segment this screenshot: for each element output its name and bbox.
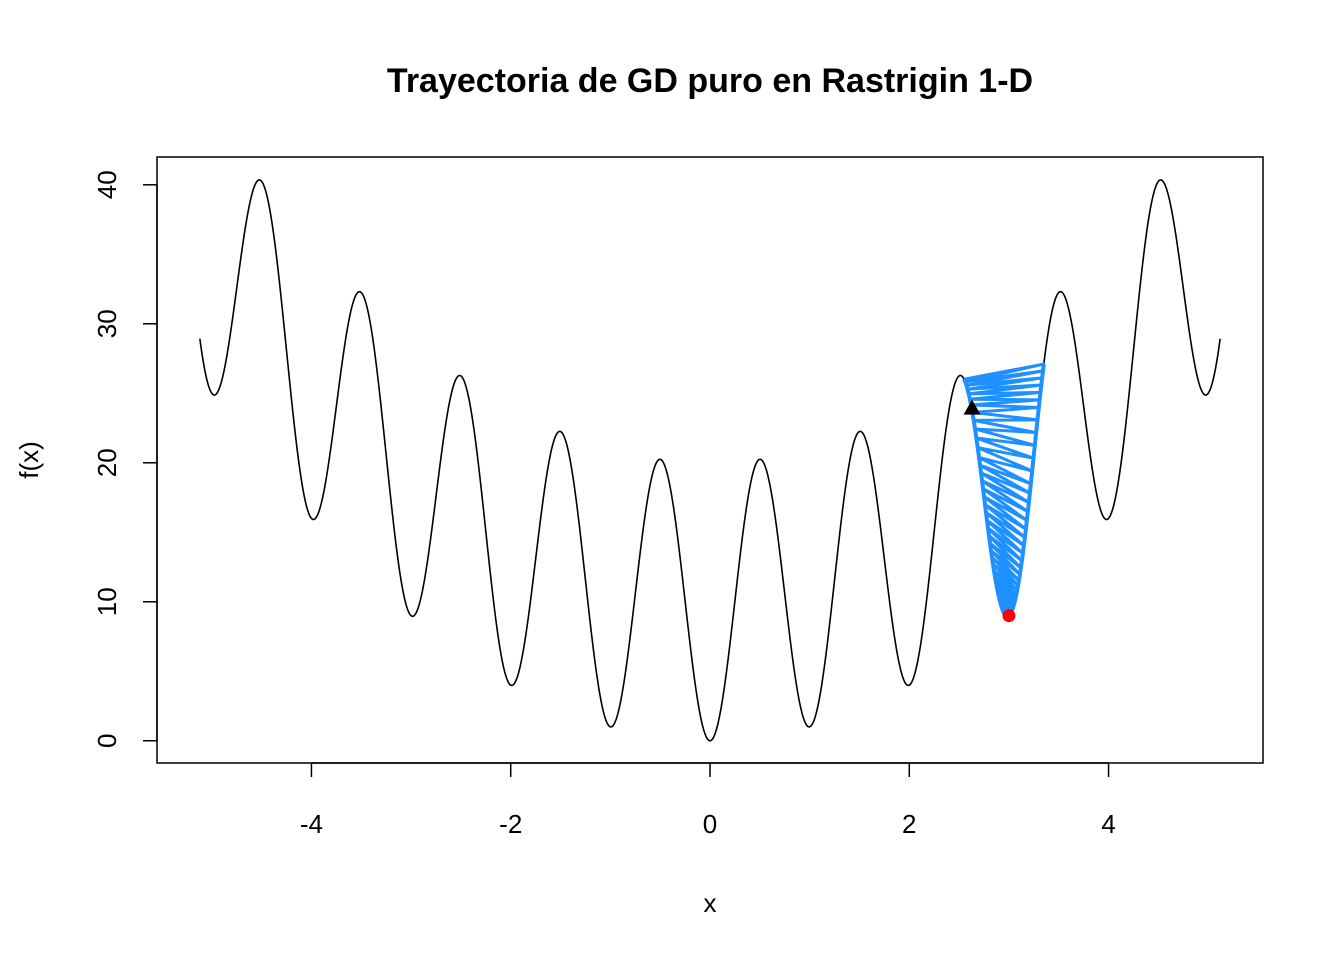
marker-layer: [963, 399, 1016, 623]
x-tick-label: 4: [1101, 809, 1115, 839]
x-axis-label: x: [704, 888, 717, 918]
plot-frame: [156, 156, 1264, 764]
chart-title: Trayectoria de GD puro en Rastrigin 1-D: [387, 62, 1033, 100]
x-tick-label: 0: [703, 809, 717, 839]
start-point-marker: [963, 399, 981, 415]
function-layer: [199, 179, 1221, 742]
y-axis: 0 10 20 30 40: [92, 170, 158, 748]
plot-area: [156, 156, 1264, 764]
y-tick-label: 20: [92, 448, 122, 477]
y-tick-label: 0: [92, 734, 122, 748]
x-tick-label: -2: [499, 809, 522, 839]
y-tick-label: 40: [92, 170, 122, 199]
end-point-marker: [1002, 609, 1016, 623]
trajectory-layer: [962, 362, 1046, 619]
x-axis: -4 -2 0 2 4: [300, 762, 1116, 839]
y-axis-label: f(x): [14, 441, 44, 479]
x-tick-label: 2: [902, 809, 916, 839]
x-tick-label: -4: [300, 809, 323, 839]
function-curve: [199, 179, 1221, 742]
y-tick-label: 30: [92, 309, 122, 338]
y-tick-label: 10: [92, 587, 122, 616]
